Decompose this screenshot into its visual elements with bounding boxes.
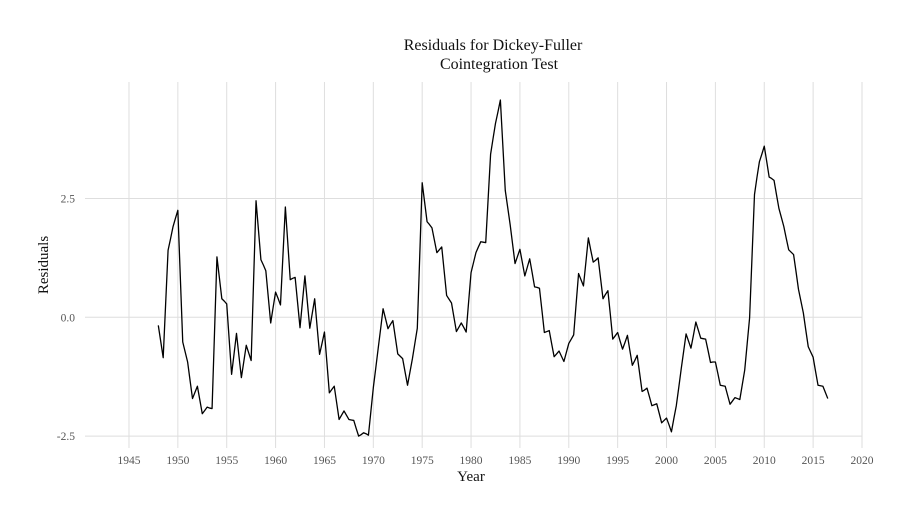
grid-lines <box>85 82 863 448</box>
x-tick-label-1980: 1980 <box>460 455 483 467</box>
x-tick-label-1995: 1995 <box>606 455 629 467</box>
chart-title-line-2: Cointegration Test <box>440 56 559 73</box>
x-axis-title: Year <box>457 469 485 485</box>
x-tick-label-2015: 2015 <box>802 455 825 467</box>
x-tick-label-1955: 1955 <box>215 455 238 467</box>
y-axis-tick-labels: -2.5 0.0 2.5 <box>57 193 75 443</box>
x-tick-label-1965: 1965 <box>313 455 336 467</box>
x-tick-label-1970: 1970 <box>362 455 385 467</box>
x-tick-label-1945: 1945 <box>117 455 140 467</box>
chart-title-line-1: Residuals for Dickey-Fuller <box>404 37 583 54</box>
y-axis-title: Residuals <box>36 236 52 294</box>
series-layer <box>157 99 829 437</box>
x-tick-label-2020: 2020 <box>851 455 874 467</box>
x-tick-label-1990: 1990 <box>557 455 580 467</box>
x-axis-tick-labels: 1945 1950 1955 1960 1965 1970 1975 1980 1985 1990… <box>117 455 873 467</box>
x-tick-label-1985: 1985 <box>508 455 531 467</box>
x-tick-label-1960: 1960 <box>264 455 287 467</box>
y-tick-label-0: -2.5 <box>57 431 75 443</box>
x-tick-label-2000: 2000 <box>655 455 678 467</box>
x-tick-label-1950: 1950 <box>166 455 189 467</box>
y-tick-label-1: 0.0 <box>61 312 76 324</box>
x-tick-label-1975: 1975 <box>411 455 434 467</box>
y-tick-label-2: 2.5 <box>61 193 76 205</box>
series-line-0 <box>157 99 829 437</box>
x-tick-label-2010: 2010 <box>753 455 776 467</box>
x-tick-label-2005: 2005 <box>704 455 727 467</box>
